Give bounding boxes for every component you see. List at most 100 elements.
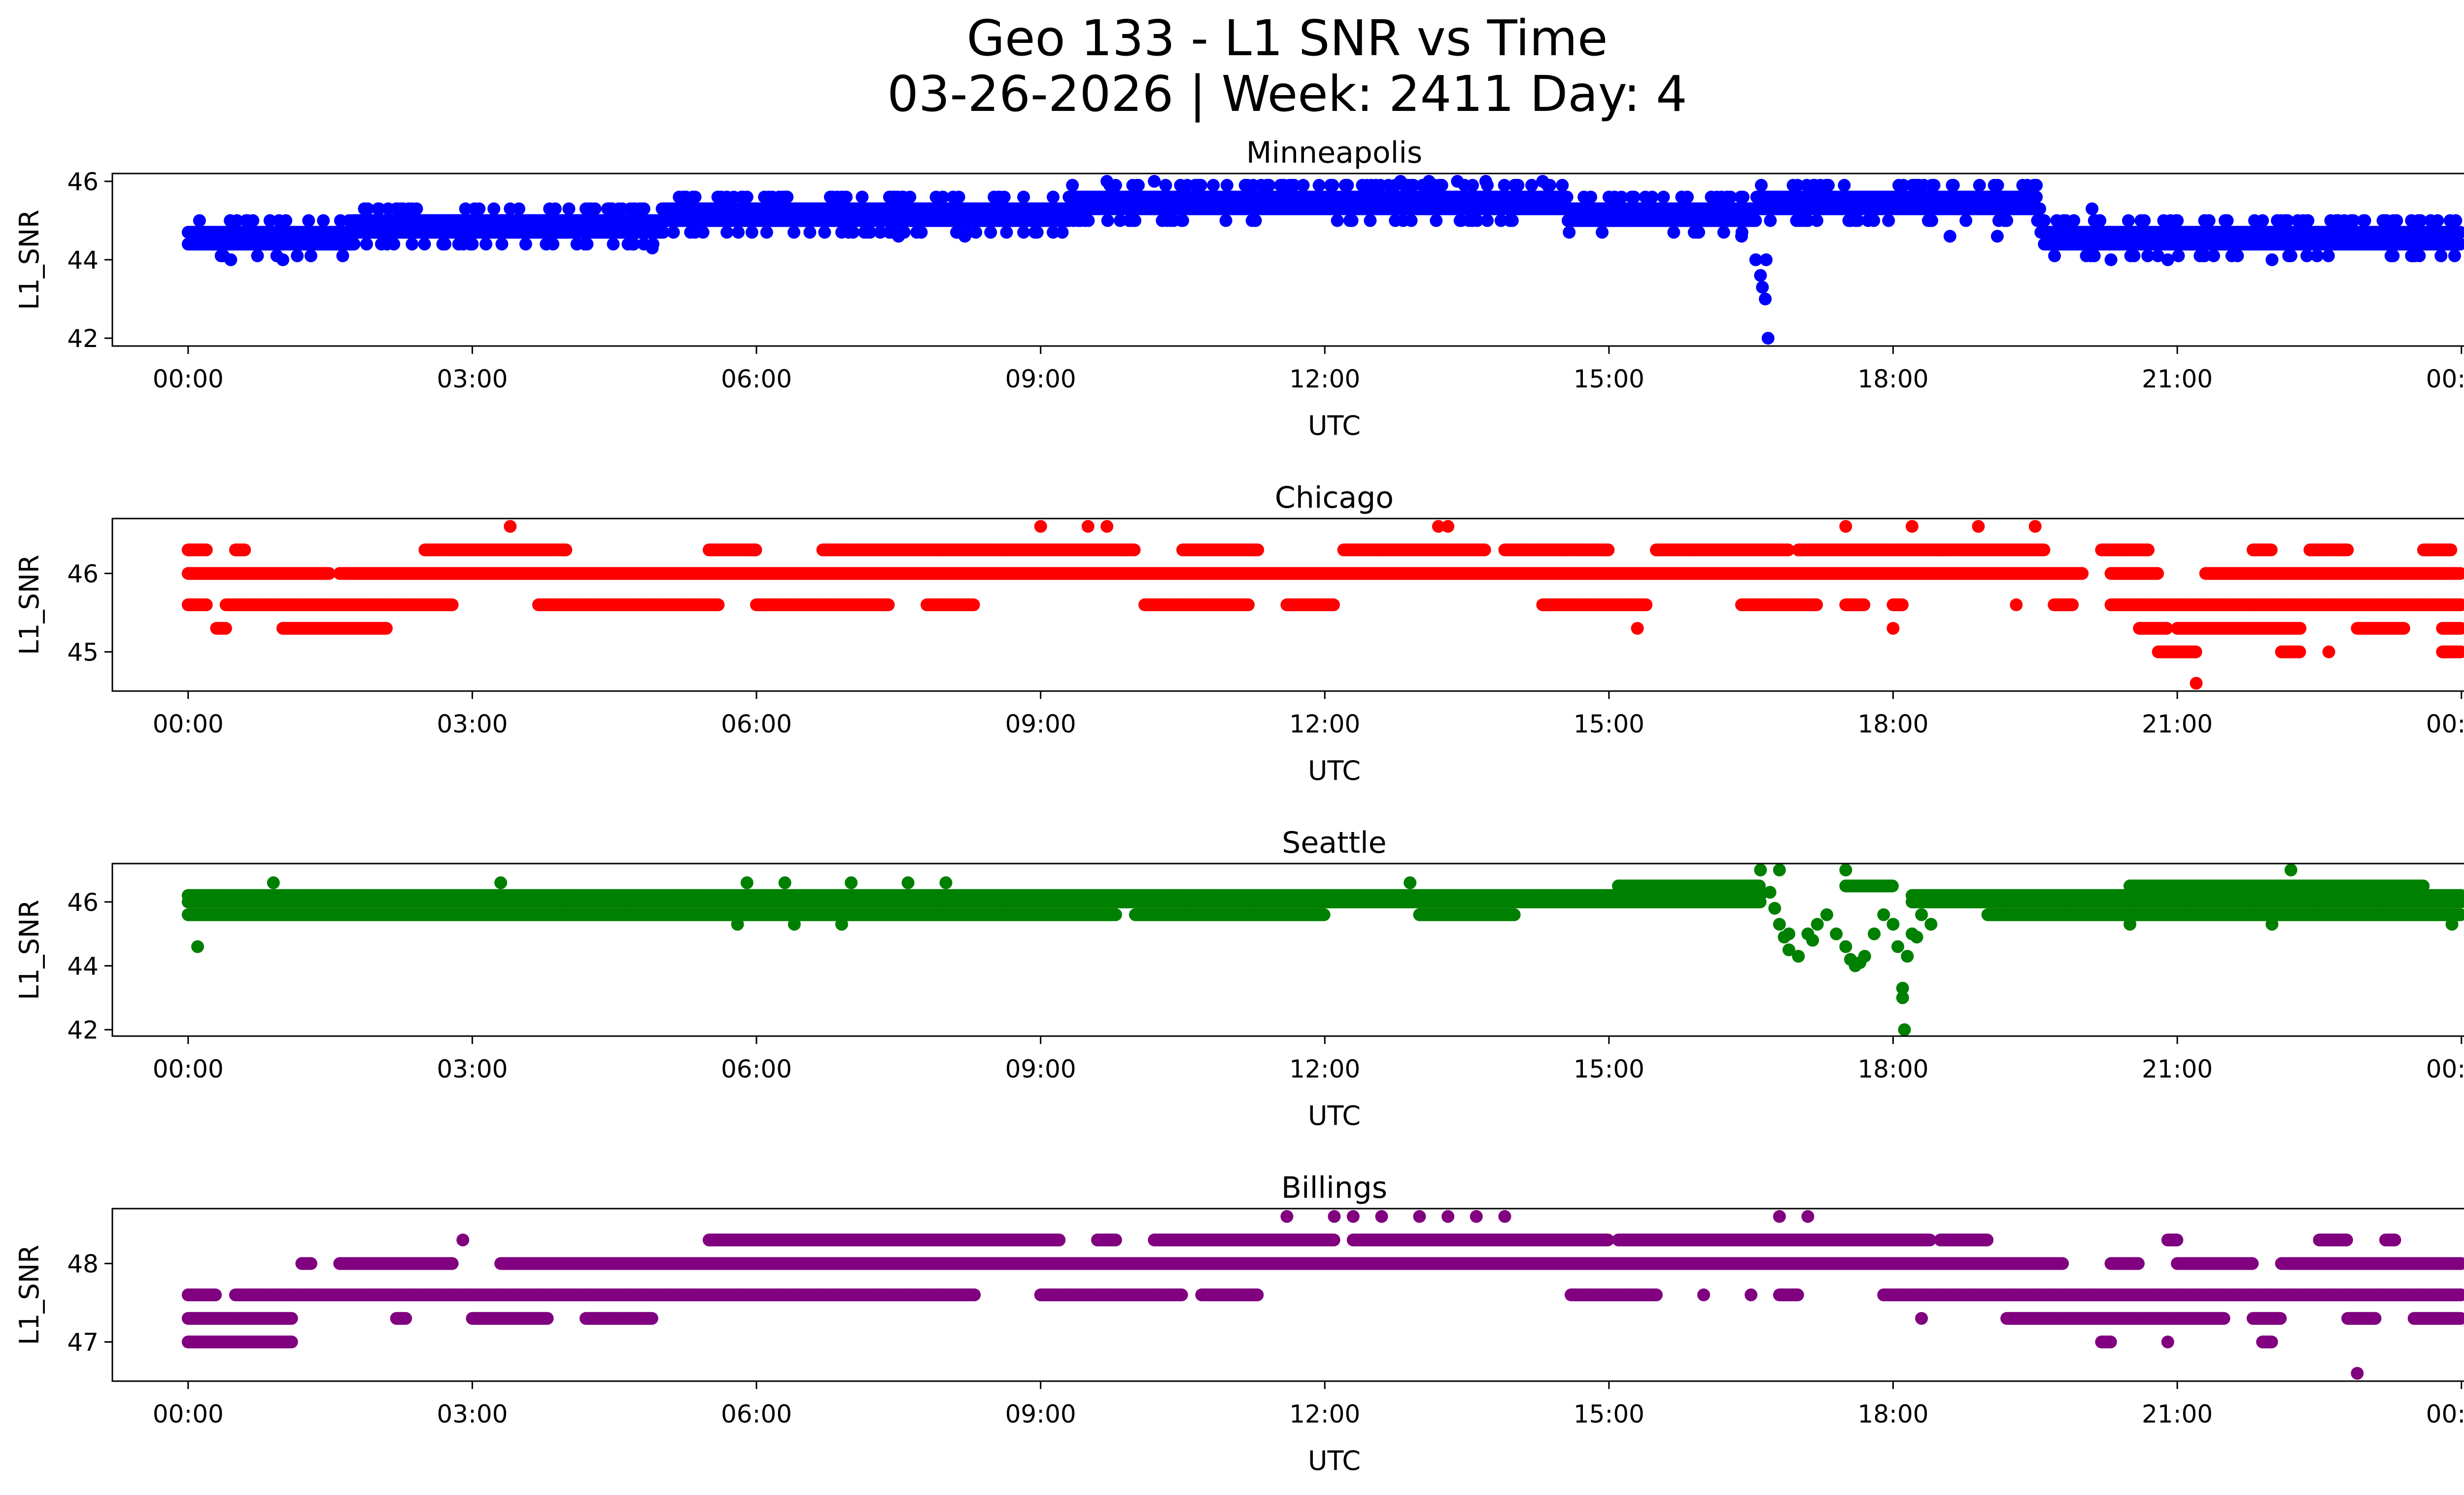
data-point bbox=[740, 190, 753, 204]
data-point bbox=[548, 202, 562, 215]
data-point bbox=[1249, 214, 1262, 227]
data-point bbox=[336, 249, 349, 262]
data-point bbox=[459, 202, 472, 215]
data-point bbox=[581, 238, 594, 251]
scatter-points bbox=[181, 520, 2464, 690]
data-point bbox=[1596, 226, 1609, 239]
data-point bbox=[2256, 214, 2269, 227]
data-point bbox=[1404, 214, 1418, 227]
data-point bbox=[1364, 214, 1377, 227]
data-point bbox=[2033, 202, 2047, 215]
data-point bbox=[1755, 178, 1768, 192]
x-tick-label: 00:00 bbox=[2426, 710, 2464, 738]
data-point bbox=[276, 253, 289, 266]
data-point bbox=[2449, 214, 2463, 227]
data-point bbox=[696, 226, 710, 239]
data-point bbox=[342, 214, 356, 227]
data-point bbox=[915, 226, 928, 239]
data-point bbox=[2284, 249, 2297, 262]
data-point bbox=[1838, 178, 1851, 192]
data-point bbox=[840, 190, 853, 204]
data-point bbox=[856, 190, 869, 204]
data-point bbox=[2048, 249, 2061, 262]
x-tick-label: 21:00 bbox=[2142, 365, 2213, 393]
data-point bbox=[2310, 249, 2324, 262]
data-point bbox=[1207, 178, 1220, 192]
data-point bbox=[1756, 280, 1769, 294]
data-point bbox=[1263, 178, 1276, 192]
data-point bbox=[1657, 190, 1670, 204]
x-tick-label: 00:00 bbox=[2426, 365, 2464, 393]
data-point bbox=[1760, 253, 1773, 266]
data-point bbox=[1754, 269, 1767, 282]
data-point bbox=[720, 226, 734, 239]
data-point bbox=[818, 226, 831, 239]
data-point bbox=[1148, 174, 1161, 188]
data-point bbox=[1047, 190, 1060, 204]
data-point bbox=[1681, 190, 1694, 204]
data-point bbox=[969, 226, 983, 239]
data-point bbox=[519, 238, 532, 251]
data-point bbox=[479, 238, 493, 251]
data-point bbox=[1394, 174, 1407, 188]
data-point bbox=[637, 202, 650, 215]
data-point bbox=[1017, 190, 1030, 204]
data-point bbox=[1341, 178, 1354, 192]
data-point bbox=[1645, 190, 1659, 204]
data-point bbox=[1017, 226, 1030, 239]
data-point bbox=[1056, 226, 1069, 239]
data-point bbox=[279, 214, 293, 227]
data-point bbox=[1867, 214, 1881, 227]
data-point bbox=[302, 214, 315, 227]
data-point bbox=[410, 202, 423, 215]
data-point bbox=[1430, 214, 1443, 227]
data-point bbox=[1925, 214, 1938, 227]
data-point bbox=[1749, 214, 1762, 227]
data-point bbox=[2207, 249, 2220, 262]
data-point bbox=[1000, 226, 1013, 239]
data-point bbox=[997, 190, 1011, 204]
x-tick-label: 06:00 bbox=[721, 710, 792, 738]
data-point bbox=[1735, 230, 1748, 243]
data-point bbox=[984, 226, 997, 239]
data-point bbox=[1100, 174, 1114, 188]
data-point bbox=[1297, 178, 1310, 192]
data-point bbox=[1481, 214, 1494, 227]
x-tick-label: 00:00 bbox=[153, 710, 224, 738]
data-point bbox=[1435, 178, 1448, 192]
data-point bbox=[230, 214, 243, 227]
data-point bbox=[487, 202, 501, 215]
data-point bbox=[1422, 174, 1436, 188]
data-point bbox=[1822, 178, 1835, 192]
x-tick-label: 06:00 bbox=[721, 365, 792, 393]
data-point bbox=[1219, 214, 1232, 227]
data-point bbox=[1717, 226, 1730, 239]
panel-chicago: Chicago UTC L1_SNR 00:00 03:00 06:00 09:00 1… bbox=[14, 481, 2464, 786]
x-ticks: 00:00 03:00 06:00 09:00 12:00 15:00 18:00 21:00… bbox=[153, 691, 2464, 738]
data-point bbox=[1345, 214, 1359, 227]
data-point bbox=[745, 226, 758, 239]
x-tick-label: 15:00 bbox=[1574, 710, 1644, 738]
data-point bbox=[439, 238, 451, 251]
data-point bbox=[646, 242, 659, 255]
x-tick-label: 09:00 bbox=[1005, 365, 1076, 393]
x-tick-label: 15:00 bbox=[1574, 365, 1644, 393]
scatter-points bbox=[181, 174, 2464, 345]
data-point bbox=[1506, 214, 1519, 227]
data-point bbox=[903, 190, 917, 204]
x-tick-label: 03:00 bbox=[437, 365, 508, 393]
data-point bbox=[1627, 190, 1641, 204]
data-point bbox=[1326, 178, 1339, 192]
data-point bbox=[504, 202, 517, 215]
panel-minneapolis: Minneapolis UTC L1_SNR 00:00 03:00 06:00 09… bbox=[14, 136, 2464, 441]
data-point bbox=[1991, 230, 2004, 243]
data-point bbox=[958, 230, 971, 243]
data-point bbox=[2122, 214, 2135, 227]
data-point bbox=[361, 202, 375, 215]
y-tick-label: 46 bbox=[67, 168, 99, 196]
data-point bbox=[781, 190, 794, 204]
data-point bbox=[406, 238, 419, 251]
data-point bbox=[1466, 178, 1479, 192]
